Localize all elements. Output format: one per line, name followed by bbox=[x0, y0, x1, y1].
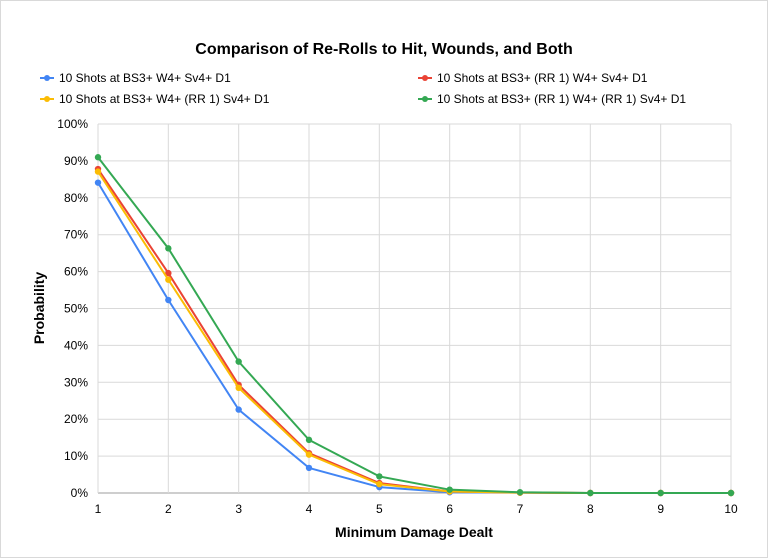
data-point bbox=[516, 489, 524, 496]
y-tick-label: 100% bbox=[57, 117, 88, 131]
y-tick-label: 90% bbox=[64, 154, 88, 168]
data-point bbox=[235, 406, 242, 413]
data-point bbox=[305, 464, 313, 472]
data-point bbox=[94, 179, 102, 186]
y-tick-label: 10% bbox=[64, 449, 88, 463]
y-tick-label: 30% bbox=[64, 375, 88, 389]
x-tick-label: 7 bbox=[517, 502, 524, 516]
x-tick-label: 8 bbox=[587, 502, 594, 516]
legend-marker bbox=[44, 96, 50, 102]
y-axis-label: Probability bbox=[31, 272, 47, 345]
data-point bbox=[235, 384, 242, 392]
legend-marker bbox=[44, 75, 50, 81]
x-tick-label: 9 bbox=[657, 502, 664, 516]
y-tick-label: 60% bbox=[64, 265, 88, 279]
y-tick-label: 80% bbox=[64, 191, 88, 205]
legend-marker bbox=[422, 96, 428, 102]
x-axis-label: Minimum Damage Dealt bbox=[335, 524, 493, 540]
data-point bbox=[376, 480, 383, 488]
data-point bbox=[165, 296, 172, 304]
data-point bbox=[446, 486, 453, 493]
series-line bbox=[97, 171, 731, 494]
series-line bbox=[97, 156, 731, 494]
x-tick-label: 2 bbox=[165, 502, 172, 516]
series-line bbox=[97, 182, 731, 494]
data-point bbox=[94, 168, 102, 175]
data-point bbox=[305, 436, 313, 444]
legend-label: 10 Shots at BS3+ W4+ Sv4+ D1 bbox=[59, 71, 231, 85]
x-tick-label: 5 bbox=[376, 502, 383, 516]
y-tick-label: 20% bbox=[64, 412, 88, 426]
legend-label: 10 Shots at BS3+ (RR 1) W4+ (RR 1) Sv4+ … bbox=[437, 92, 686, 106]
x-tick-label: 1 bbox=[95, 502, 102, 516]
data-point bbox=[657, 489, 664, 497]
legend-label: 10 Shots at BS3+ W4+ (RR 1) Sv4+ D1 bbox=[59, 92, 270, 106]
chart-title: Comparison of Re-Rolls to Hit, Wounds, a… bbox=[195, 41, 572, 58]
series-line bbox=[97, 168, 731, 494]
data-point bbox=[305, 451, 313, 458]
y-tick-label: 50% bbox=[64, 302, 88, 316]
data-point bbox=[94, 154, 102, 161]
y-tick-label: 70% bbox=[64, 228, 88, 242]
x-tick-label: 10 bbox=[724, 502, 738, 516]
y-tick-label: 0% bbox=[71, 486, 89, 500]
y-tick-label: 40% bbox=[64, 338, 88, 352]
data-point bbox=[727, 489, 735, 497]
legend-marker bbox=[422, 75, 428, 81]
data-point bbox=[235, 358, 242, 365]
data-point bbox=[165, 245, 172, 252]
x-tick-label: 3 bbox=[235, 502, 242, 516]
data-point bbox=[165, 269, 172, 277]
legend-label: 10 Shots at BS3+ (RR 1) W4+ Sv4+ D1 bbox=[437, 71, 648, 85]
data-point bbox=[165, 276, 172, 283]
x-tick-label: 4 bbox=[306, 502, 313, 516]
data-point bbox=[376, 473, 383, 480]
data-point bbox=[587, 489, 594, 497]
x-tick-label: 6 bbox=[446, 502, 453, 516]
